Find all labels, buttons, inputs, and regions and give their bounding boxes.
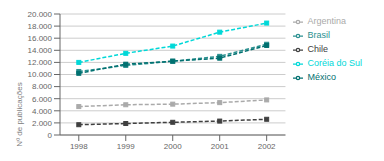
svg-text:2.000: 2.000 (32, 119, 53, 128)
svg-text:20.000: 20.000 (28, 10, 53, 19)
svg-text:2001: 2001 (211, 142, 229, 151)
svg-text:2000: 2000 (164, 142, 182, 151)
html-text:Brasil: Brasil (307, 30, 330, 40)
svg-text:18.000: 18.000 (28, 22, 53, 31)
svg-text:Nº de publicações: Nº de publicações (15, 82, 24, 146)
html-text:Chile: Chile (307, 44, 328, 54)
svg-text:12.000: 12.000 (28, 58, 53, 67)
html-text:Coréia do Sul: Coréia do Sul (307, 58, 362, 68)
html-text:Argentina: Argentina (307, 16, 346, 26)
svg-text:6.000: 6.000 (32, 95, 53, 104)
svg-text:16.000: 16.000 (28, 34, 53, 43)
svg-text:4.000: 4.000 (32, 107, 53, 116)
svg-text:8.000: 8.000 (32, 82, 53, 91)
svg-text:10.000: 10.000 (28, 70, 53, 79)
svg-text:1999: 1999 (117, 142, 135, 151)
html-text:México: México (307, 72, 336, 82)
svg-text:14.000: 14.000 (28, 46, 53, 55)
svg-text:1998: 1998 (70, 142, 88, 151)
svg-text:2002: 2002 (258, 142, 276, 151)
svg-text:0: 0 (48, 131, 53, 140)
